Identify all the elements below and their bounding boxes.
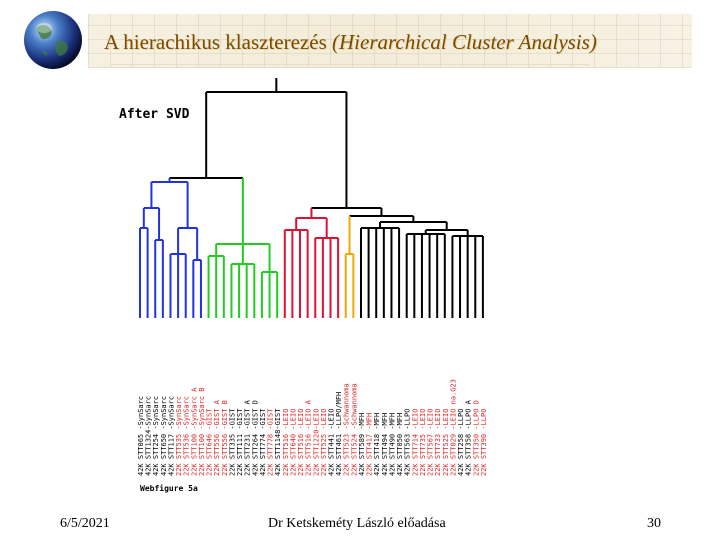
leaf-label: 42K STT1324-SynSarc <box>145 396 153 476</box>
leaf-label: 22K STT567 -LEIO <box>427 409 435 476</box>
leaf-label: 22K STT350 -LLPO D <box>472 400 480 476</box>
leaf-label: 22K STT100 -SynSarc B <box>198 387 206 476</box>
figure-caption: Webfigure 5a <box>140 484 198 493</box>
leaf-label: 22K STT523 -Schwannoma <box>343 383 351 476</box>
slide-title: A hierachikus klaszterezés (Hierarchical… <box>104 30 597 55</box>
leaf-label: 22K STT535 -SynSarc <box>175 396 183 476</box>
leaf-label: 22K STT1220-LEIO <box>312 409 320 476</box>
leaf-label: 22K STT417 -MFH <box>366 413 374 476</box>
leaf-label: 42K STT065 -SynSarc <box>137 396 145 476</box>
leaf-label: 42K STT418 -MFH <box>373 413 381 476</box>
leaf-label: 22K STT390 -LLPO <box>480 409 488 476</box>
leaf-label: 22K STT556 -GIST B <box>221 400 229 476</box>
leaf-label: 22K STT100 -SynSarc A <box>190 387 198 476</box>
globe-icon <box>24 11 82 69</box>
title-main: A hierachikus klaszterezés <box>104 30 327 54</box>
leaf-label: 22K STT640 -LEIO <box>289 409 297 476</box>
header-divider <box>110 64 590 65</box>
leaf-label: 42K STT358 -LLPO A <box>465 399 473 476</box>
leaf-label: 42K STT589 -MFH <box>358 413 366 476</box>
footer-page-number: 30 <box>647 516 661 531</box>
footer-author: Dr Ketskeméty László előadása <box>268 516 446 531</box>
leaf-label: 42K STT441 -LEIO <box>328 409 336 476</box>
leaf-label: 42K STT050 -MFH <box>396 413 404 476</box>
dendrogram-svg: 42K STT065 -SynSarc 42K STT1324-SynSarc 42… <box>137 78 488 476</box>
leaf-label: 22K STT231 -GIST A <box>244 399 252 476</box>
leaf-label: 22K STT714 -LEIO <box>411 409 419 476</box>
leaf-label: 42K STT490 -MFH <box>388 413 396 476</box>
leaf-label: 22K STT516 -LEIO <box>282 409 290 476</box>
leaf-label: 42K STT258 -LLPO <box>457 409 465 476</box>
leaf-label: 22K STT733 -LEIO <box>434 409 442 476</box>
map-background-band <box>88 14 692 68</box>
leaf-label: 22K STT525 -LEIO <box>442 409 450 476</box>
leaf-label: 22K STT536 -SynSarc <box>183 396 191 476</box>
leaf-label: 22K STT335 -GIST <box>228 408 236 476</box>
leaf-label: 22K STT111 -GIST <box>236 408 244 476</box>
leaf-label: 22K STT029 -LEIO na.G23 <box>449 379 457 476</box>
leaf-label: 42K STT494 -MFH <box>381 413 389 476</box>
figure-title: After SVD <box>119 107 190 122</box>
dendrogram-figure: After SVD 42K STT065 -SynSarc 42K STT1324… <box>100 78 600 500</box>
leaf-label: 22K STT525 -LEIO <box>320 409 328 476</box>
slide-header: A hierachikus klaszterezés (Hierarchical… <box>0 0 720 72</box>
leaf-label: 42K STT774 -GIST <box>259 408 267 476</box>
leaf-label: 42K STT461 -LLPO/MFH <box>335 392 343 476</box>
leaf-label: 22K STT646 -GIST <box>206 408 214 476</box>
leaf-label: 22K STT735 -LEIO <box>419 409 427 476</box>
leaf-label: 42K STT254 -SynSarc <box>152 396 160 476</box>
leaf-label: 42K STT1148-GIST <box>274 408 282 476</box>
leaf-label: 22K STT516 -LEIO A <box>305 399 313 476</box>
title-english: (Hierarchical Cluster Analysis) <box>332 30 597 54</box>
leaf-label: 22K STT524 -Schwannoma <box>350 383 358 476</box>
leaf-label: 22K STT778 -GIST <box>267 408 275 476</box>
leaf-label: 42K STT264 -GIST D <box>251 400 259 476</box>
leaf-label: 22K STT556 -GIST A <box>213 399 221 476</box>
leaf-label: 22K STT516 -LEIO <box>297 409 305 476</box>
leaf-label: 42K STT650 -SynSarc <box>160 396 168 476</box>
footer-date: 6/5/2021 <box>60 516 110 531</box>
leaf-label: 42K STT117 -SynSarc <box>167 396 175 476</box>
leaf-label: 42K STT563 -LLPO <box>404 409 412 476</box>
